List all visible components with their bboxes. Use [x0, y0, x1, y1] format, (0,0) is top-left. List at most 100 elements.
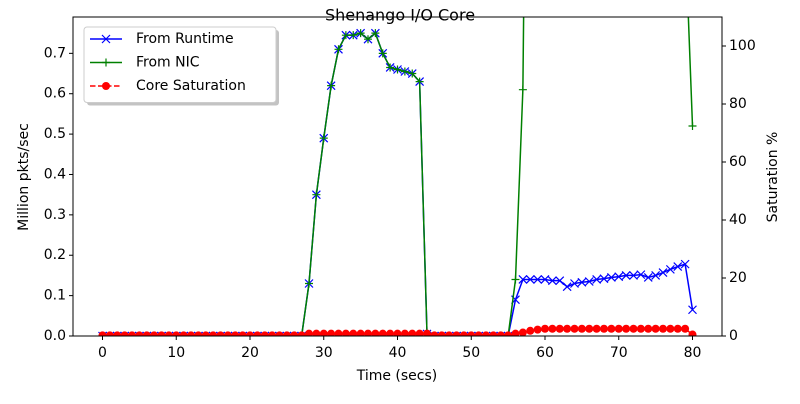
- marker-dot: [113, 331, 122, 336]
- marker-x: [525, 275, 535, 284]
- marker-dot: [548, 324, 557, 333]
- marker-plus: [393, 65, 402, 74]
- marker-dot: [260, 331, 269, 336]
- marker-x: [614, 272, 624, 282]
- x-tick-label: 30: [315, 345, 333, 361]
- marker-x: [643, 273, 653, 282]
- marker-x: [570, 279, 579, 288]
- marker-x: [555, 276, 565, 286]
- marker-dot: [223, 331, 232, 336]
- marker-dot: [179, 331, 188, 336]
- marker-dot: [585, 324, 594, 333]
- marker-dot: [408, 329, 417, 336]
- marker-dot: [246, 331, 254, 336]
- marker-x: [562, 282, 572, 292]
- marker-dot: [430, 331, 439, 336]
- marker-dot: [489, 331, 498, 336]
- marker-dot: [349, 329, 358, 336]
- marker-dot: [600, 324, 608, 333]
- x-tick-label: 60: [536, 345, 554, 361]
- marker-dot: [592, 324, 601, 333]
- marker-plus: [511, 275, 520, 284]
- marker-dot: [563, 324, 572, 333]
- marker-dot: [120, 331, 129, 336]
- marker-dot: [319, 329, 328, 336]
- x-tick-label: 70: [610, 345, 628, 361]
- marker-x: [629, 271, 638, 280]
- marker-dot: [467, 331, 476, 336]
- marker-dot: [253, 331, 262, 336]
- marker-x: [636, 270, 646, 280]
- marker-plus: [408, 69, 417, 78]
- legend: From Runtime From NIC Core Saturation: [83, 26, 279, 106]
- marker-x: [547, 276, 557, 286]
- legend-label: Core Saturation: [136, 78, 246, 94]
- marker-x: [533, 275, 543, 284]
- marker-x: [665, 264, 675, 274]
- marker-dot: [688, 330, 697, 336]
- marker-dot: [386, 329, 395, 336]
- marker-dot: [644, 324, 653, 333]
- marker-plus: [327, 81, 336, 90]
- y2-axis-label: Saturation %: [765, 132, 781, 223]
- marker-dot: [482, 331, 490, 336]
- plot-content: [98, 17, 697, 336]
- marker-x: [101, 34, 111, 44]
- marker-dot: [216, 331, 225, 336]
- marker-dot: [378, 329, 387, 336]
- y2-tick-label: 20: [729, 270, 747, 286]
- marker-dot: [673, 324, 682, 333]
- y-axis-label: Million pkts/sec: [16, 123, 32, 231]
- marker-plus: [688, 122, 697, 131]
- marker-plus: [349, 31, 358, 40]
- marker-dot: [297, 331, 306, 336]
- x-tick-label: 10: [167, 345, 185, 361]
- marker-dot: [334, 329, 343, 336]
- chart-title: Shenango I/O Core: [325, 6, 475, 25]
- marker-dot: [614, 324, 623, 333]
- y-tick-label: 0.2: [44, 247, 66, 263]
- marker-x: [577, 277, 587, 287]
- marker-x: [680, 259, 690, 269]
- legend-label: From NIC: [136, 55, 200, 71]
- marker-dot: [356, 329, 365, 336]
- marker-dot: [341, 329, 350, 336]
- y2-tick-label: 40: [729, 212, 747, 228]
- marker-plus: [371, 29, 380, 38]
- marker-dot: [533, 325, 542, 334]
- marker-dot: [102, 82, 110, 90]
- marker-plus: [102, 58, 110, 67]
- marker-dot: [570, 324, 579, 333]
- marker-dot: [496, 331, 505, 336]
- marker-dot: [371, 329, 380, 336]
- marker-dot: [105, 331, 114, 336]
- x-axis-label: Time (secs): [356, 368, 438, 384]
- marker-dot: [541, 324, 549, 333]
- marker-dot: [268, 331, 277, 336]
- marker-dot: [526, 326, 535, 335]
- marker-plus: [319, 134, 328, 143]
- y2-tick-label: 60: [729, 154, 747, 170]
- marker-dot: [364, 329, 372, 336]
- y-tick-label: 0.1: [44, 288, 66, 304]
- marker-dot: [135, 331, 144, 336]
- marker-dot: [518, 328, 527, 336]
- y-tick-label: 0.4: [44, 166, 66, 182]
- marker-dot: [474, 331, 483, 336]
- marker-dot: [172, 331, 181, 336]
- marker-x: [658, 268, 668, 278]
- legend-label: From Runtime: [136, 31, 234, 47]
- marker-dot: [577, 324, 586, 333]
- marker-plus: [334, 45, 343, 54]
- marker-dot: [459, 331, 468, 336]
- marker-plus: [341, 31, 350, 40]
- marker-dot: [629, 324, 638, 333]
- y2-tick-label: 0: [729, 328, 738, 344]
- marker-dot: [142, 331, 151, 336]
- marker-dot: [238, 331, 247, 336]
- marker-dot: [209, 331, 218, 336]
- y-tick-label: 0.5: [44, 126, 66, 142]
- marker-x: [592, 275, 602, 284]
- marker-x: [518, 275, 528, 284]
